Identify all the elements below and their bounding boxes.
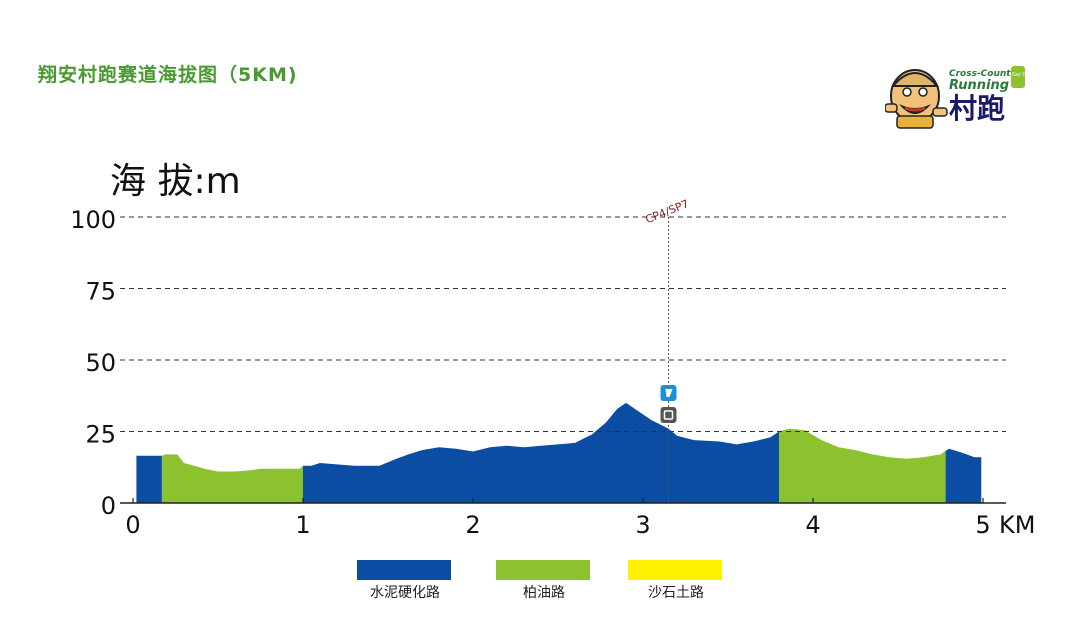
elevation-chart: 0 25 50 75 100 0 1 2 3 4 5 KM CP4/SP7 (70, 197, 1035, 539)
legend-item-gravel: 沙石土路 (628, 560, 724, 602)
legend-label-cement: 水泥硬化路 (370, 585, 440, 601)
logo-badge-text: Go/ Go (1012, 72, 1029, 78)
x-tick-label-4: 4 (805, 511, 820, 539)
legend-item-cement: 水泥硬化路 (357, 560, 453, 602)
segment-area-asphalt-3 (779, 428, 946, 503)
legend-swatch-cement (357, 560, 451, 580)
y-tick-label-25: 25 (85, 421, 116, 449)
x-tick-label-3: 3 (635, 511, 650, 539)
logo-main-text: 村跑 (949, 92, 1005, 125)
segment-area-cement-4 (945, 448, 982, 503)
page-title: 翔安村跑赛道海拔图（5KM) (38, 64, 298, 86)
x-tick-label-1: 1 (295, 511, 310, 539)
legend-label-gravel: 沙石土路 (648, 585, 704, 601)
medical-kit-icon (663, 410, 674, 420)
segment-area-cement-2 (303, 402, 779, 503)
x-axis-title: KM (999, 511, 1035, 539)
x-tick-label-0: 0 (125, 511, 140, 539)
x-tick-label-5: 5 (975, 511, 990, 539)
y-tick-label-75: 75 (85, 278, 116, 306)
logo-top-text: Cross-Country (949, 69, 1022, 79)
mascot-icon (884, 69, 948, 129)
legend-item-asphalt: 柏油路 (496, 560, 592, 602)
y-tick-label-0: 0 (101, 492, 116, 520)
legend-swatch-gravel (628, 560, 722, 580)
legend-label-asphalt: 柏油路 (523, 585, 565, 601)
legend-swatch-asphalt (496, 560, 590, 580)
logo-badge-icon (1011, 66, 1025, 88)
medical-station-icon (660, 407, 677, 423)
segment-area-cement-0 (136, 455, 162, 503)
water-cup-icon (665, 389, 673, 397)
x-tick-label-2: 2 (465, 511, 480, 539)
y-tick-label-100: 100 (70, 206, 116, 234)
checkpoint-label: CP4/SP7 (644, 197, 691, 226)
segment-area-asphalt-1 (161, 454, 303, 503)
cross-country-running-logo: Cross-Country Running 村跑 Go/ Go (884, 52, 1035, 130)
logo-mid-text: Running (949, 78, 1009, 93)
y-axis-title: 海 拔:m (110, 161, 241, 202)
y-tick-label-50: 50 (85, 349, 116, 377)
